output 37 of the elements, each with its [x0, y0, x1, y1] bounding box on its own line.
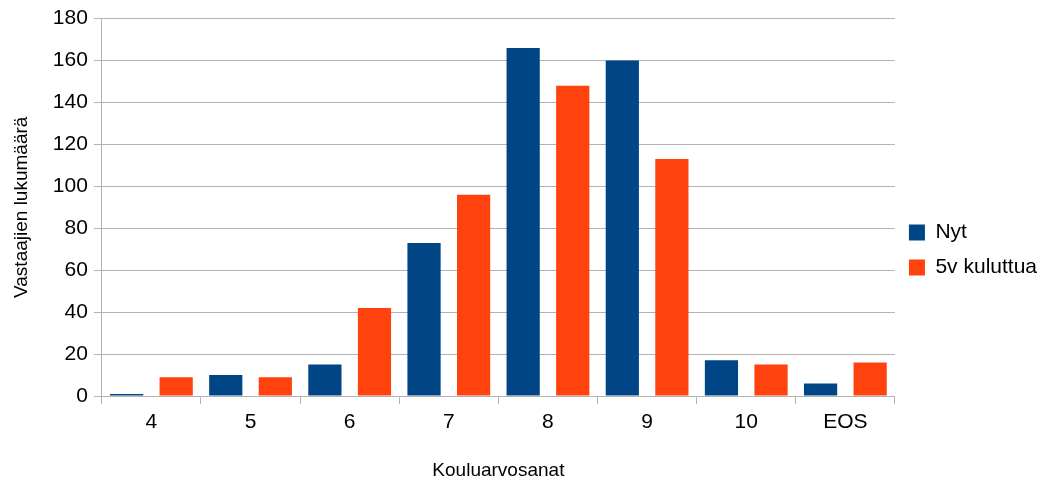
bar: [556, 85, 590, 396]
bar: [159, 377, 193, 396]
bar: [457, 194, 491, 396]
x-tick-label: 8: [542, 409, 554, 433]
x-tick-label: EOS: [823, 409, 868, 433]
x-tick-label: 6: [343, 409, 356, 433]
y-axis-title: Vastaajien lukumäärä: [9, 116, 31, 298]
bar: [605, 60, 639, 396]
x-tick-label: 5: [244, 409, 257, 433]
bar: [803, 383, 838, 396]
y-tick-label: 180: [52, 5, 88, 29]
bar: [209, 375, 243, 396]
x-axis-title: Kouluarvosanat: [432, 458, 566, 480]
legend-label: Nyt: [935, 219, 968, 243]
y-tick-label: 20: [64, 340, 88, 364]
y-tick-label: 0: [76, 382, 88, 406]
bar: [258, 377, 292, 396]
x-tick-label: 9: [641, 409, 653, 433]
bar: [506, 47, 540, 396]
y-tick-label: 60: [64, 257, 88, 280]
y-tick-label: 100: [52, 173, 88, 197]
y-tick-label: 40: [64, 298, 88, 322]
bar: [308, 364, 342, 396]
x-tick-label: 4: [145, 409, 158, 433]
y-tick-label: 80: [64, 215, 88, 239]
y-tick-label: 120: [52, 131, 88, 155]
x-tick-label: 7: [442, 409, 455, 433]
legend-label: 5v kuluttua: [935, 254, 1038, 278]
y-tick-label: 160: [52, 47, 88, 71]
bar: [853, 362, 887, 396]
x-tick-label: 10: [734, 409, 758, 433]
bar: [655, 159, 689, 396]
bar: [754, 364, 788, 396]
y-tick-label: 140: [52, 89, 88, 113]
bar: [357, 307, 392, 396]
bar: [407, 242, 441, 396]
bar: [704, 360, 739, 396]
